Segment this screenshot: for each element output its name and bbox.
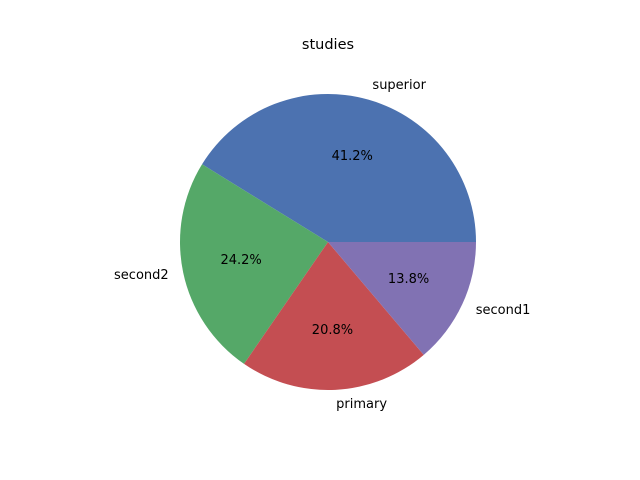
slice-percent-primary: 20.8%	[312, 323, 353, 338]
slice-label-superior: superior	[372, 78, 426, 93]
slice-label-second2: second2	[114, 268, 169, 283]
pie-slice-primary	[244, 242, 424, 390]
pie-slice-second2	[179, 164, 328, 364]
slice-label-second1: second1	[476, 303, 531, 318]
pie-slices	[179, 93, 477, 390]
pie-percent-labels: 41.2% 24.2% 20.8% 13.8%	[220, 149, 429, 338]
slice-percent-second1: 13.8%	[388, 272, 429, 287]
pie-slice-second1	[328, 242, 476, 355]
pie-slice-superior	[202, 93, 477, 242]
slice-percent-superior: 41.2%	[332, 149, 373, 164]
slice-label-primary: primary	[336, 397, 387, 412]
chart-title: studies	[302, 37, 354, 53]
slice-percent-second2: 24.2%	[220, 253, 261, 268]
pie-labels: superior second2 primary second1	[114, 78, 530, 412]
